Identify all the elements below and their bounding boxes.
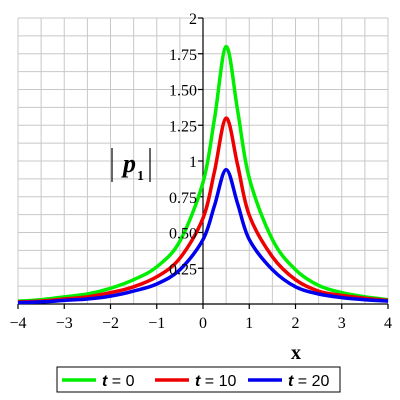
x-tick-label: −3 bbox=[56, 315, 73, 332]
series-line-0 bbox=[17, 44, 389, 303]
x-tick-label: 0 bbox=[199, 315, 207, 332]
legend-label-2: t = 20 bbox=[288, 373, 329, 390]
y-axis-label: p 1 bbox=[111, 148, 151, 184]
x-tick-label: 1 bbox=[245, 315, 253, 332]
x-tick-label: −1 bbox=[148, 315, 165, 332]
y-tick-label: 0.75 bbox=[169, 190, 197, 207]
y-label-symbol: p bbox=[121, 149, 136, 178]
tick-marks bbox=[17, 17, 389, 309]
x-tick-label: 4 bbox=[384, 315, 392, 332]
legend-label-1: t = 10 bbox=[195, 373, 236, 390]
y-tick-label: 1.75 bbox=[169, 47, 197, 64]
series-line-1 bbox=[17, 116, 389, 304]
y-tick-label: 1.25 bbox=[169, 118, 197, 135]
x-tick-label: −4 bbox=[9, 315, 26, 332]
y-tick-label: 0.25 bbox=[169, 261, 197, 278]
x-tick-label: 3 bbox=[338, 315, 346, 332]
legend: t = 0 t = 10 t = 20 bbox=[56, 366, 341, 393]
x-tick-label: −2 bbox=[102, 315, 119, 332]
x-axis-label: x bbox=[291, 342, 301, 364]
y-tick-label: 2 bbox=[189, 11, 197, 28]
legend-box bbox=[56, 366, 341, 393]
legend-label-0: t = 0 bbox=[102, 373, 135, 390]
x-tick-label: 2 bbox=[292, 315, 300, 332]
y-tick-label: 0.50 bbox=[169, 226, 197, 243]
y-label-subscript: 1 bbox=[137, 169, 144, 184]
y-tick-label: 1.50 bbox=[169, 83, 197, 100]
y-tick-label: 1 bbox=[189, 154, 197, 171]
series-group bbox=[17, 44, 389, 305]
series-line-2 bbox=[17, 167, 389, 305]
tick-labels: −4 −3 −2 −1 0 1 2 3 4 0.25 0.50 0.75 1 1.25 1.50 1.75 2 bbox=[9, 11, 392, 332]
